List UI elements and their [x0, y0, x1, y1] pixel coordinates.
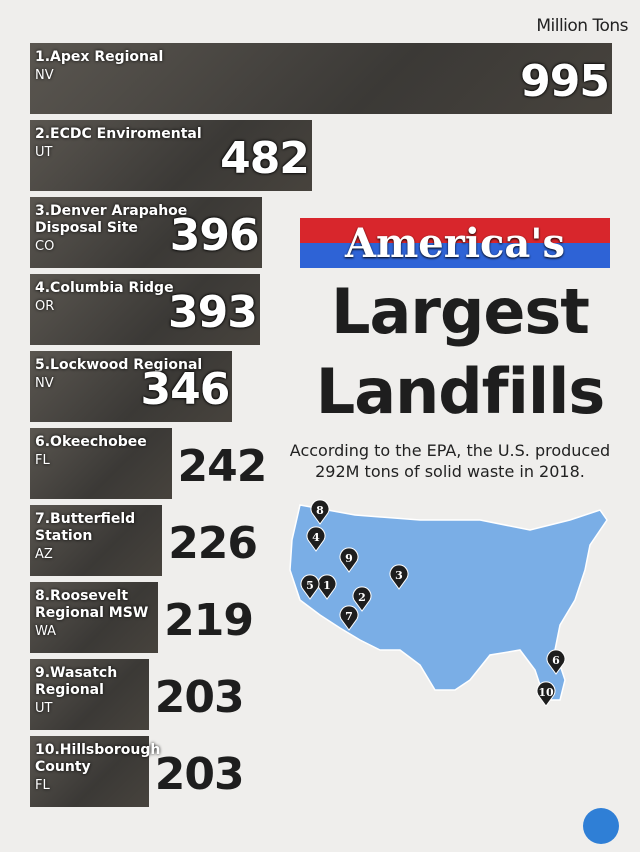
- pin-shape: [300, 574, 320, 600]
- category-label: 6.Okeechobee: [35, 434, 147, 450]
- title-banner: America's: [344, 220, 566, 267]
- pin-label: 7: [345, 610, 353, 623]
- pin-shape: [339, 605, 359, 631]
- pin-shape: [536, 681, 556, 707]
- category-label: 7.Butterfield Station: [35, 511, 136, 544]
- bar: [30, 428, 172, 499]
- value-label: 393: [168, 287, 258, 338]
- map-pin: 9: [339, 547, 359, 573]
- pin-shape: [389, 564, 409, 590]
- value-label: 203: [154, 749, 245, 800]
- category-label: 8.Roosevelt Regional MSW: [35, 588, 149, 621]
- category-label: 9.Wasatch Regional: [35, 665, 118, 698]
- state-label: FL: [35, 778, 50, 793]
- bar: [30, 736, 149, 807]
- value-label: 242: [177, 441, 268, 492]
- map-pin: 5: [300, 574, 320, 600]
- category-label: 3.Denver Arapahoe Disposal Site: [35, 203, 188, 236]
- map-pin: 7: [339, 605, 359, 631]
- value-label: 482: [220, 133, 310, 184]
- pin-shape: [310, 499, 330, 525]
- pin-label: 1: [323, 579, 331, 592]
- logo: [583, 808, 619, 844]
- pin-shape: [339, 547, 359, 573]
- category-label: 4.Columbia Ridge: [35, 280, 174, 296]
- bar: [30, 197, 262, 268]
- pin-shape: [352, 586, 372, 612]
- state-label: FL: [35, 453, 50, 468]
- state-label: OR: [35, 299, 55, 314]
- state-label: UT: [35, 701, 53, 716]
- state-label: WA: [35, 624, 57, 639]
- pin-label: 5: [306, 579, 314, 592]
- pin-label: 6: [552, 654, 560, 667]
- state-label: UT: [35, 145, 53, 160]
- map-pin: 2: [352, 586, 372, 612]
- pin-shape: [546, 649, 566, 675]
- pin-label: 9: [345, 552, 353, 565]
- value-label: 346: [140, 364, 231, 415]
- bar: [30, 582, 159, 653]
- pin-label: 2: [358, 591, 366, 604]
- state-label: NV: [35, 68, 54, 83]
- pin-label: 8: [316, 504, 324, 517]
- category-label: 2.ECDC Enviromental: [35, 126, 202, 142]
- category-label: 10.Hillsborough County: [35, 742, 161, 775]
- state-label: AZ: [35, 547, 53, 562]
- map-pin: 8: [310, 499, 330, 525]
- map-pin: 10: [536, 681, 556, 707]
- value-label: 396: [169, 210, 260, 261]
- bar: [30, 351, 233, 422]
- title-banner-bg: [300, 218, 610, 268]
- value-label: 219: [164, 595, 254, 646]
- bar: [30, 120, 312, 191]
- value-label: 995: [520, 56, 610, 107]
- value-label: 203: [154, 672, 245, 723]
- map-pin: 4: [306, 526, 326, 552]
- bar: [30, 659, 149, 730]
- map-pin: 3: [389, 564, 409, 590]
- bar: [30, 505, 163, 576]
- pin-shape: [306, 526, 326, 552]
- map-pin: 6: [546, 649, 566, 675]
- state-label: CO: [35, 239, 55, 254]
- category-label: 5.Lockwood Regional: [35, 357, 203, 373]
- bar: [30, 43, 612, 114]
- chart-title: Largest Landfills: [315, 275, 606, 428]
- pin-label: 10: [538, 686, 554, 699]
- category-label: 1.Apex Regional: [35, 49, 164, 65]
- us-map: [289, 504, 608, 701]
- pin-label: 3: [395, 569, 403, 582]
- subtitle: According to the EPA, the U.S. produced …: [289, 441, 611, 481]
- value-label: 226: [168, 518, 258, 569]
- pin-label: 4: [312, 531, 320, 544]
- state-label: NV: [35, 376, 54, 391]
- unit-label: Million Tons: [536, 16, 628, 36]
- bar: [30, 274, 260, 345]
